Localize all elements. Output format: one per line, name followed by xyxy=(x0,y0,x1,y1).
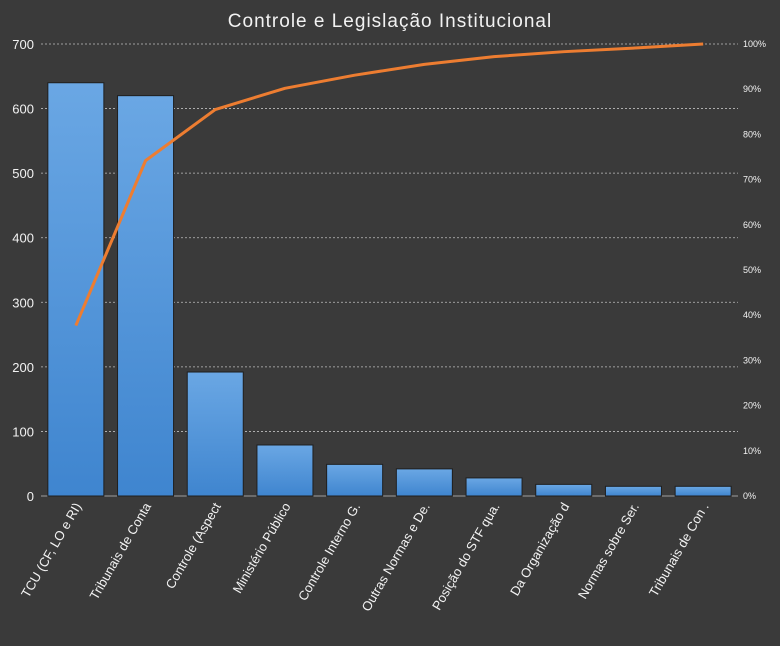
y-tick-label: 0 xyxy=(27,489,34,504)
bar xyxy=(604,485,662,497)
x-axis: TCU (CF, LO e RI) Tribunais de Conta Contr… xyxy=(18,499,712,614)
cumulative-line-series xyxy=(74,42,704,327)
bar xyxy=(465,477,523,497)
x-tick-label: Controle (Aspect xyxy=(162,500,224,592)
y-tick-label: 500 xyxy=(12,166,34,181)
y2-tick-label: 10% xyxy=(743,446,761,456)
bar xyxy=(117,95,175,497)
y2-tick-label: 100% xyxy=(743,39,766,49)
bar xyxy=(256,444,314,497)
y2-tick-label: 90% xyxy=(743,84,761,94)
y-tick-label: 400 xyxy=(12,231,34,246)
y-tick-label: 600 xyxy=(12,102,34,117)
x-tick-label: Normas sobre Ser. xyxy=(575,500,642,601)
cumulative-line xyxy=(74,42,704,327)
x-tick-label: Outras Normas e De. xyxy=(359,500,433,614)
y-axis: 0 100 200 300 400 500 600 700 xyxy=(12,37,34,504)
bar xyxy=(47,82,105,497)
y2-tick-label: 80% xyxy=(743,129,761,139)
x-tick-label: Ministério Público xyxy=(230,500,294,596)
y-tick-label: 100 xyxy=(12,424,34,439)
x-tick-label: Da Organização d xyxy=(507,500,572,598)
y-tick-label: 700 xyxy=(12,37,34,52)
bar xyxy=(674,485,732,497)
bar xyxy=(186,371,244,497)
x-tick-label: Controle Interno G. xyxy=(295,500,363,603)
y2-tick-label: 0% xyxy=(743,491,756,501)
x-tick-label: Posição do STF qua. xyxy=(429,500,503,613)
x-tick-label: Tribunais de Con . xyxy=(646,500,712,599)
secondary-y-axis: 0% 10% 20% 30% 40% 50% 60% 70% 80% 90% 100% xyxy=(743,39,766,501)
y2-tick-label: 30% xyxy=(743,355,761,365)
y2-tick-label: 40% xyxy=(743,310,761,320)
chart-title: Controle e Legislação Institucional xyxy=(228,11,552,32)
y2-tick-label: 50% xyxy=(743,265,761,275)
y-tick-label: 300 xyxy=(12,295,34,310)
y2-tick-label: 70% xyxy=(743,175,761,185)
x-tick-label: Tribunais de Conta xyxy=(86,499,154,602)
y2-tick-label: 20% xyxy=(743,401,761,411)
y-tick-label: 200 xyxy=(12,360,34,375)
bar xyxy=(326,463,384,497)
bar xyxy=(395,468,453,497)
y2-tick-label: 60% xyxy=(743,220,761,230)
bar xyxy=(535,483,593,497)
bar-series xyxy=(47,82,732,497)
x-tick-label: TCU (CF, LO e RI) xyxy=(18,500,84,600)
